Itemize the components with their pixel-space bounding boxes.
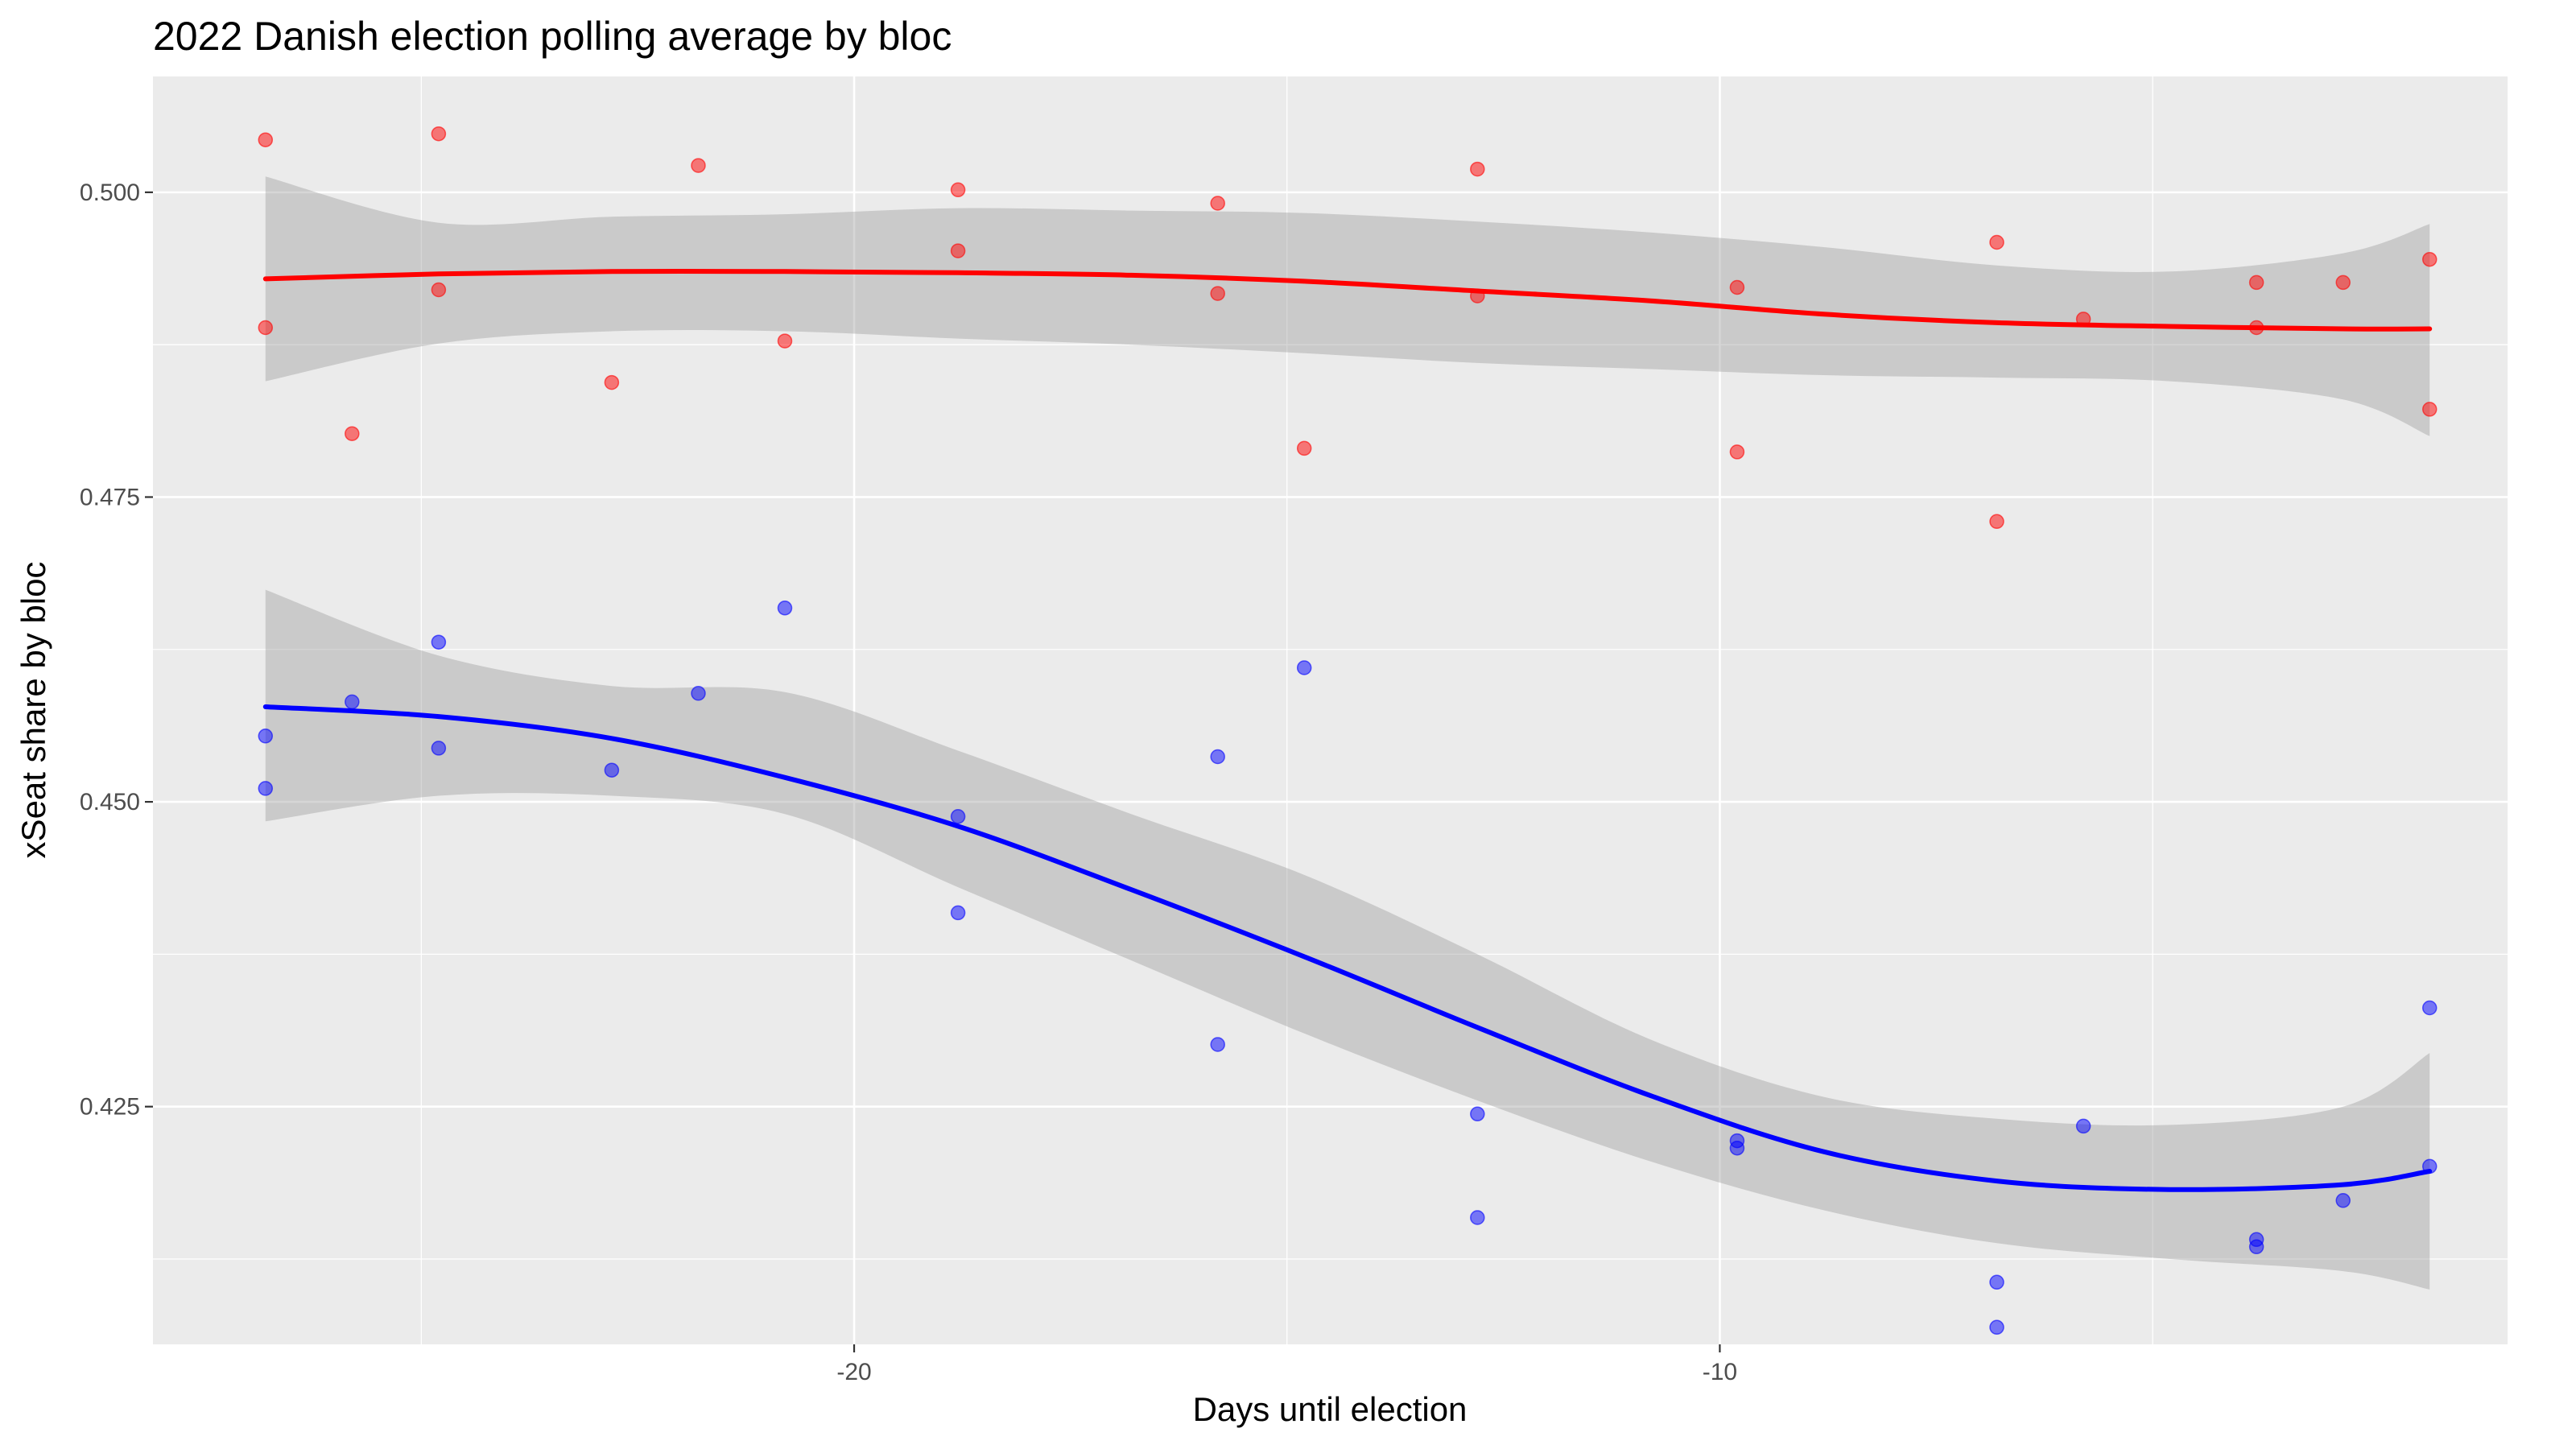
data-point xyxy=(777,601,793,616)
y-tick-label: 0.475 xyxy=(80,484,140,510)
x-tick-label: -20 xyxy=(836,1359,871,1385)
data-point xyxy=(1210,1037,1225,1052)
x-axis: -20 -10 xyxy=(836,1344,1737,1385)
y-axis: 0.425 0.450 0.475 0.500 xyxy=(80,180,153,1121)
confidence-band-0 xyxy=(265,176,2430,436)
data-point xyxy=(431,282,447,298)
data-point xyxy=(1210,196,1225,211)
data-point xyxy=(258,781,274,796)
y-tick-label: 0.450 xyxy=(80,789,140,815)
data-point xyxy=(1989,1274,2004,1290)
data-point xyxy=(258,729,274,744)
data-point xyxy=(345,426,360,441)
grid-minor xyxy=(153,76,2508,1344)
data-point xyxy=(2335,275,2351,291)
smooth-lines xyxy=(262,269,2433,1192)
smooth-line-1 xyxy=(262,704,2433,1192)
data-point xyxy=(2335,1193,2351,1208)
data-point xyxy=(777,333,793,349)
data-point xyxy=(2075,1118,2091,1134)
data-point xyxy=(1729,444,1745,460)
data-point xyxy=(2248,275,2264,291)
data-point xyxy=(1210,286,1225,301)
data-point xyxy=(691,686,706,701)
y-tick-label: 0.425 xyxy=(80,1094,140,1121)
data-point xyxy=(1296,440,1312,456)
data-point xyxy=(1989,514,2004,530)
data-point xyxy=(604,762,620,778)
data-point xyxy=(2421,1000,2438,1016)
data-point xyxy=(950,809,966,824)
chart-title: 2022 Danish election polling average by … xyxy=(153,14,952,59)
data-point xyxy=(950,182,966,198)
data-point xyxy=(691,158,706,173)
data-point xyxy=(1729,1140,1745,1156)
data-point xyxy=(1470,1106,1485,1122)
data-point xyxy=(1210,749,1225,765)
data-points xyxy=(258,126,2438,1335)
data-point xyxy=(950,905,966,921)
x-tick-label: -10 xyxy=(1703,1359,1737,1385)
data-point xyxy=(1470,1210,1485,1225)
data-point xyxy=(431,741,447,756)
grid-major xyxy=(153,76,2508,1344)
data-point xyxy=(1989,1319,2004,1335)
data-point xyxy=(950,243,966,258)
y-axis-title: xSeat share by bloc xyxy=(14,562,52,859)
data-point xyxy=(431,126,447,142)
data-point xyxy=(258,132,274,147)
data-point xyxy=(2248,1239,2264,1255)
y-tick-label: 0.500 xyxy=(80,180,140,206)
data-point xyxy=(2421,251,2438,267)
smooth-line-0 xyxy=(262,269,2433,332)
data-point xyxy=(345,694,360,710)
data-point xyxy=(1729,279,1745,295)
data-point xyxy=(2421,402,2438,417)
data-point xyxy=(604,374,620,390)
x-axis-title: Days until election xyxy=(1193,1390,1468,1428)
data-point xyxy=(1989,234,2004,250)
confidence-band-1 xyxy=(265,589,2430,1290)
data-point xyxy=(431,634,447,650)
data-point xyxy=(1296,660,1312,675)
plot-panel xyxy=(153,76,2508,1344)
confidence-bands xyxy=(265,176,2430,1290)
data-point xyxy=(258,320,274,336)
data-point xyxy=(1470,161,1485,177)
